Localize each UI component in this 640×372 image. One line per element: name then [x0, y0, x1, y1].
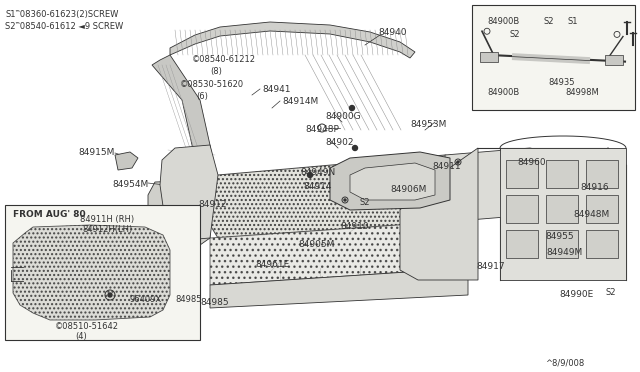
Bar: [586, 230, 618, 258]
Text: 84916: 84916: [580, 183, 609, 192]
Polygon shape: [148, 180, 210, 248]
Polygon shape: [210, 220, 468, 285]
Polygon shape: [152, 55, 215, 180]
Polygon shape: [210, 268, 468, 308]
Text: 84914: 84914: [303, 182, 332, 191]
Text: 84961E: 84961E: [255, 260, 289, 269]
Text: S1‷08360-61623(2)SCREW: S1‷08360-61623(2)SCREW: [5, 10, 118, 19]
Polygon shape: [115, 152, 138, 170]
Text: S1: S1: [568, 17, 579, 26]
Text: 84917: 84917: [476, 262, 504, 271]
Bar: [506, 160, 538, 188]
Text: 84900B: 84900B: [487, 17, 519, 26]
Text: 84912H(LH): 84912H(LH): [82, 225, 132, 234]
Text: 84954M: 84954M: [112, 180, 148, 189]
Polygon shape: [160, 145, 218, 240]
Text: S2: S2: [543, 17, 554, 26]
Text: 84914M: 84914M: [282, 97, 318, 106]
Text: 84915M: 84915M: [78, 148, 115, 157]
Text: ^8/9/008: ^8/9/008: [545, 358, 584, 367]
Bar: [5, 205, 200, 340]
Text: 84940: 84940: [378, 28, 406, 37]
Text: 84949N: 84949N: [300, 168, 335, 177]
Text: (8): (8): [210, 67, 222, 76]
Text: ©08540-61212: ©08540-61212: [192, 55, 256, 64]
Polygon shape: [210, 155, 470, 238]
Text: S2: S2: [510, 30, 520, 39]
Text: ©08530-51620: ©08530-51620: [180, 80, 244, 89]
Text: 84912: 84912: [198, 200, 227, 209]
Text: 84948M: 84948M: [573, 210, 609, 219]
Text: 84935: 84935: [548, 78, 575, 87]
Text: 84955: 84955: [545, 232, 573, 241]
Text: 84911H (RH): 84911H (RH): [80, 215, 134, 224]
Polygon shape: [170, 22, 415, 58]
Text: 84960: 84960: [517, 158, 546, 167]
Text: 84948P: 84948P: [305, 125, 339, 134]
Polygon shape: [330, 152, 450, 210]
Circle shape: [108, 293, 112, 297]
Text: 84985: 84985: [200, 298, 228, 307]
Polygon shape: [13, 225, 170, 320]
Bar: [506, 195, 538, 223]
Text: S2: S2: [359, 198, 369, 207]
Bar: [546, 195, 578, 223]
Text: 84985: 84985: [175, 295, 202, 304]
Text: 84900B: 84900B: [487, 88, 519, 97]
Text: 84905M: 84905M: [298, 240, 334, 249]
Bar: [506, 230, 538, 258]
Text: 84911: 84911: [432, 162, 461, 171]
Bar: [546, 160, 578, 188]
Circle shape: [344, 199, 346, 201]
Circle shape: [457, 161, 459, 163]
Text: 96409X: 96409X: [130, 295, 162, 304]
Circle shape: [353, 145, 358, 151]
Circle shape: [349, 106, 355, 110]
Text: FROM AUG' 80: FROM AUG' 80: [13, 210, 86, 219]
Bar: [546, 230, 578, 258]
Text: 84900G: 84900G: [325, 112, 360, 121]
Text: (6): (6): [196, 92, 208, 101]
Bar: [480, 52, 498, 62]
Text: ©08510-51642: ©08510-51642: [55, 322, 119, 331]
Text: 84953M: 84953M: [410, 120, 446, 129]
Bar: [586, 195, 618, 223]
Polygon shape: [350, 163, 435, 200]
Bar: [605, 55, 623, 65]
Text: 84949M: 84949M: [546, 248, 582, 257]
Text: S2‷08540-61612 ◄9 SCREW: S2‷08540-61612 ◄9 SCREW: [5, 22, 124, 31]
Polygon shape: [445, 148, 548, 222]
Text: 84998M: 84998M: [565, 88, 599, 97]
Circle shape: [307, 173, 312, 177]
Polygon shape: [500, 148, 626, 280]
Text: 84910: 84910: [340, 222, 369, 231]
Bar: [586, 160, 618, 188]
Text: 84941: 84941: [262, 85, 291, 94]
Bar: [472, 5, 635, 110]
Text: S2: S2: [605, 288, 616, 297]
Text: 84902: 84902: [325, 138, 353, 147]
Text: (4): (4): [75, 332, 87, 341]
Polygon shape: [400, 148, 478, 280]
Text: 84990E: 84990E: [559, 290, 593, 299]
Text: 84906M: 84906M: [390, 185, 426, 194]
